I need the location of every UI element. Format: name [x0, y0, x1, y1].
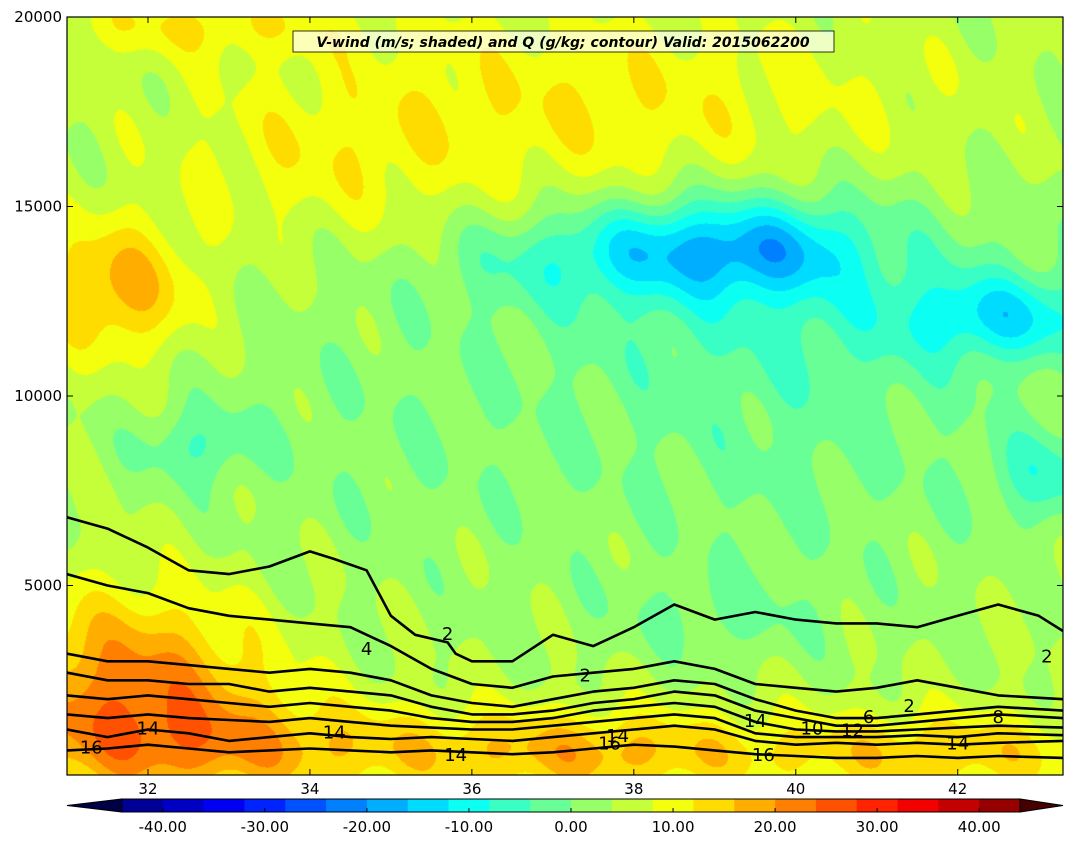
chart-title: V-wind (m/s; shaded) and Q (g/kg; contou… — [316, 35, 809, 51]
colorbar-tick-label: 40.00 — [958, 818, 1001, 836]
y-tick-label: 20000 — [14, 8, 62, 26]
colorbar-bin — [203, 799, 245, 812]
contour-label: 16 — [80, 737, 103, 758]
colorbar-tick-label: -40.00 — [139, 818, 187, 836]
contour-label: 14 — [323, 722, 346, 743]
x-tick-label: 34 — [300, 780, 319, 798]
contour-label: 6 — [863, 707, 874, 728]
q-contours — [67, 516, 1063, 760]
colorbar-bin — [407, 799, 450, 812]
colorbar-bin — [611, 799, 654, 812]
contour-label: 14 — [137, 719, 160, 740]
y-axis: 5000 10000 15000 20000 — [14, 8, 1063, 595]
colorbar-bin — [530, 799, 572, 812]
colorbar-tick-label: 10.00 — [652, 818, 695, 836]
contour-label: 14 — [444, 745, 467, 766]
contour-label: 16 — [752, 745, 775, 766]
colorbar-bin — [897, 799, 939, 812]
contour-label: 2 — [903, 696, 914, 717]
colorbar-bin — [652, 799, 694, 812]
contour-label: 2 — [442, 624, 453, 645]
contour-q-8 — [67, 671, 1063, 727]
colorbar-bin — [979, 799, 1021, 812]
colorbar-tick-label: -30.00 — [241, 818, 289, 836]
colorbar-bin — [244, 799, 286, 812]
colorbar-tick-label: -10.00 — [445, 818, 493, 836]
colorbar-bin — [448, 799, 490, 812]
colorbar-bin — [775, 799, 817, 812]
colorbar-tick-label: 20.00 — [754, 818, 797, 836]
colorbar-tick-label: 30.00 — [856, 818, 899, 836]
colorbar-bin — [571, 799, 613, 812]
contour-q-2 — [67, 516, 1063, 663]
x-tick-label: 32 — [138, 780, 157, 798]
contour-label: 2 — [580, 665, 591, 686]
colorbar-bin — [856, 799, 899, 812]
title-box: V-wind (m/s; shaded) and Q (g/kg; contou… — [292, 30, 835, 53]
contour-label: 2 — [1041, 647, 1052, 668]
contour-label: 14 — [946, 734, 969, 755]
contour-label: 8 — [992, 707, 1003, 728]
x-axis: 32 34 36 38 40 42 — [138, 17, 967, 798]
x-tick-label: 38 — [624, 780, 643, 798]
title-background — [292, 30, 835, 53]
colorbar-bin — [489, 799, 531, 812]
colorbar-extend-high — [1019, 798, 1064, 813]
colorbar-bin — [366, 799, 409, 812]
colorbar-bin — [162, 799, 205, 812]
contour-label: 14 — [606, 726, 629, 747]
colorbar-bin — [734, 799, 776, 812]
shaded-field — [67, 17, 1063, 775]
colorbar-tick-label: 0.00 — [554, 818, 587, 836]
colorbar-bin — [285, 799, 327, 812]
contour-label: 14 — [744, 711, 767, 732]
colorbar: -40.00 -30.00 -20.00 -10.00 0.00 10.00 20.00 30… — [66, 798, 1064, 836]
contour-q-14 — [67, 724, 1063, 746]
colorbar-extend-low — [66, 798, 123, 813]
y-tick-label: 15000 — [14, 198, 62, 216]
y-tick-label: 10000 — [14, 387, 62, 405]
x-tick-label: 36 — [462, 780, 481, 798]
colorbar-bin — [326, 799, 368, 812]
colorbar-bin — [122, 799, 164, 812]
contour-label: 16 — [598, 734, 621, 755]
y-tick-label: 5000 — [24, 577, 62, 595]
contour-q-4 — [67, 572, 1063, 701]
vwind-heatmap — [67, 17, 1063, 775]
colorbar-bin — [693, 799, 735, 812]
contour-q-6 — [67, 652, 1063, 720]
x-tick-label: 40 — [786, 780, 805, 798]
colorbar-tick-label: -20.00 — [343, 818, 391, 836]
contour-q-16 — [67, 743, 1063, 760]
x-tick-label: 42 — [948, 780, 967, 798]
contour-q-10 — [67, 694, 1063, 733]
colorbar-bin — [938, 799, 980, 812]
contour-q-12 — [67, 713, 1063, 739]
contour-label: 10 — [801, 719, 824, 740]
contour-label: 4 — [361, 639, 372, 660]
colorbar-bin — [815, 799, 858, 812]
contour-label: 12 — [841, 720, 864, 741]
